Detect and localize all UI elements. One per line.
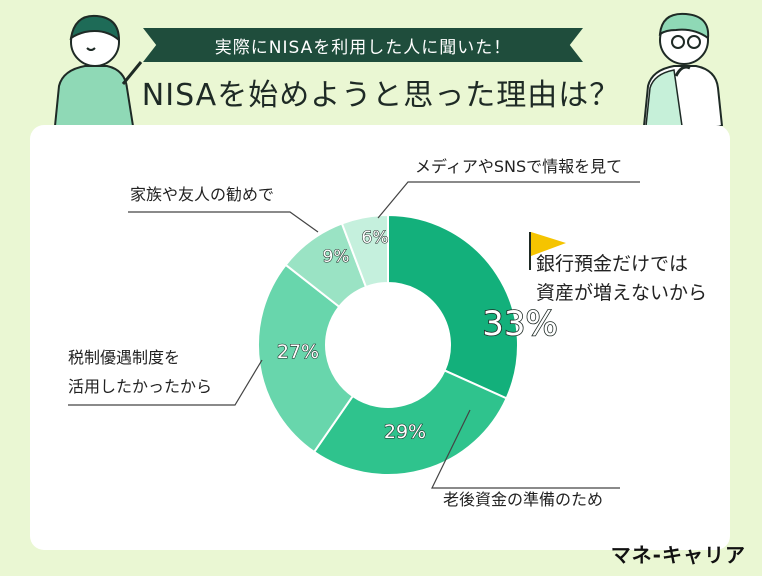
donut-slice-2 [312, 369, 508, 476]
survey-banner: 実際にNISAを利用した人に聞いた！ [143, 28, 583, 62]
donut-slice-5 [340, 213, 389, 289]
page-title: NISAを始めようと思った理由は？ [141, 78, 621, 113]
leader-line-5 [377, 181, 640, 219]
slice-value-label-3: 27% [277, 341, 319, 363]
slice-category-label-3-line-2: 活用したかったから [68, 377, 212, 396]
slice-category-label-2-line-1: 老後資金の準備のため [443, 490, 603, 509]
slice-value-label-4: 9% [323, 247, 350, 267]
slice-category-label-1-line-2: 資産が増えないから [536, 282, 707, 304]
slice-category-label-5-line-1: メディアやSNSで情報を見て [415, 157, 622, 176]
slice-value-label-2: 29% [384, 421, 426, 443]
slice-category-label-4-line-1: 家族や友人の勧めで [130, 185, 274, 204]
slice-value-label-5: 6% [362, 228, 389, 248]
slice-category-label-1-line-1: 銀行預金だけでは [536, 253, 688, 275]
donut-slice-1 [387, 213, 519, 400]
flag-icon [531, 232, 566, 256]
leader-line-4 [128, 211, 319, 233]
leader-line-2 [431, 409, 620, 489]
person-right-illustration [642, 12, 724, 126]
slice-value-label-1: 33% [482, 304, 558, 344]
slice-category-label-3-line-1: 税制優遇制度を [68, 348, 180, 367]
leader-line-3 [68, 359, 263, 406]
donut-slice-3 [257, 263, 355, 454]
banner-text: 実際にNISAを利用した人に聞いた！ [214, 37, 512, 58]
chart-card [30, 125, 730, 550]
brand-logo: マネ-キャリア [610, 543, 746, 567]
person-left-illustration [53, 14, 143, 126]
